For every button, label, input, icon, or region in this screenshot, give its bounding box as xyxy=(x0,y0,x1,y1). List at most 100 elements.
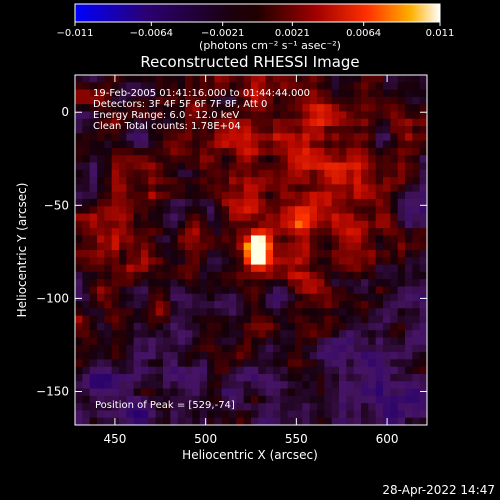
heatmap-cell xyxy=(280,250,289,258)
heatmap-cell xyxy=(309,220,318,229)
heatmap-cell xyxy=(104,352,113,360)
heatmap-cell xyxy=(309,242,318,251)
heatmap-cell xyxy=(207,344,215,353)
heatmap-cell xyxy=(82,293,91,302)
heatmap-cell xyxy=(104,155,113,163)
y-tick-label: −50 xyxy=(44,198,69,212)
heatmap-cell xyxy=(295,155,303,163)
heatmap-cell xyxy=(331,140,340,149)
heatmap-cell xyxy=(133,133,142,142)
heatmap-cell xyxy=(148,359,157,368)
heatmap-cell xyxy=(199,279,208,287)
heatmap-cell xyxy=(251,75,259,83)
heatmap-cell xyxy=(97,213,105,222)
heatmap-cell xyxy=(199,75,208,83)
heatmap-cell xyxy=(148,213,157,222)
heatmap-cell xyxy=(258,104,267,112)
heatmap-cell xyxy=(251,191,259,200)
heatmap-cell xyxy=(75,228,83,236)
heatmap-cell xyxy=(75,213,83,222)
heatmap-cell xyxy=(111,308,120,317)
heatmap-cell xyxy=(346,213,355,222)
heatmap-cell xyxy=(104,198,113,207)
heatmap-cell xyxy=(170,352,179,360)
heatmap-cell xyxy=(273,417,281,426)
heatmap-cell xyxy=(265,330,274,338)
heatmap-cell xyxy=(111,155,120,163)
heatmap-cell xyxy=(199,359,208,368)
heatmap-cell xyxy=(258,198,267,207)
heatmap-cell xyxy=(317,82,325,90)
heatmap-cell xyxy=(295,147,303,156)
heatmap-cell xyxy=(185,118,193,127)
heatmap-cell xyxy=(353,352,362,360)
heatmap-cell xyxy=(133,395,142,404)
heatmap-cell xyxy=(133,366,142,375)
heatmap-cell xyxy=(111,293,120,302)
heatmap-cell xyxy=(339,228,347,236)
heatmap-cell xyxy=(133,293,142,302)
heatmap-cell xyxy=(258,235,267,244)
heatmap-cell xyxy=(331,352,340,360)
heatmap-cell xyxy=(419,257,428,265)
heatmap-cell xyxy=(331,279,340,287)
heatmap-cell xyxy=(419,250,428,258)
heatmap-cell xyxy=(258,75,267,83)
heatmap-cell xyxy=(155,410,164,419)
heatmap-cell xyxy=(170,279,179,287)
heatmap-cell xyxy=(265,410,274,419)
heatmap-cell xyxy=(82,308,91,317)
heatmap-cell xyxy=(361,301,369,309)
heatmap-cell xyxy=(185,96,193,105)
heatmap-cell xyxy=(243,417,252,426)
heatmap-cell xyxy=(199,301,208,309)
heatmap-cell xyxy=(119,293,127,302)
heatmap-cell xyxy=(155,104,164,112)
heatmap-cell xyxy=(207,417,215,426)
heatmap-cell xyxy=(383,177,391,185)
heatmap-cell xyxy=(97,366,105,375)
heatmap-cell xyxy=(192,410,201,419)
heatmap-cell xyxy=(141,359,149,368)
heatmap-cell xyxy=(324,271,333,280)
heatmap-cell xyxy=(236,410,245,419)
heatmap-cell xyxy=(339,89,347,98)
heatmap-cell xyxy=(419,235,428,244)
heatmap-cell xyxy=(258,293,267,302)
heatmap-cell xyxy=(280,388,289,397)
heatmap-cell xyxy=(207,395,215,404)
heatmap-cell xyxy=(243,191,252,200)
heatmap-cell xyxy=(111,213,120,222)
heatmap-cell xyxy=(163,104,171,112)
heatmap-cell xyxy=(126,271,135,280)
heatmap-cell xyxy=(273,279,281,287)
heatmap-cell xyxy=(419,330,428,338)
heatmap-cell xyxy=(317,286,325,295)
heatmap-cell xyxy=(111,330,120,338)
heatmap-cell xyxy=(273,373,281,382)
heatmap-cell xyxy=(177,147,186,156)
heatmap-cell xyxy=(251,89,259,98)
heatmap-cell xyxy=(199,206,208,214)
heatmap-cell xyxy=(170,395,179,404)
heatmap-cell xyxy=(104,264,113,273)
heatmap-cell xyxy=(280,373,289,382)
heatmap-cell xyxy=(375,344,384,353)
heatmap-cell xyxy=(221,140,230,149)
heatmap-cell xyxy=(390,359,399,368)
heatmap-cell xyxy=(317,395,325,404)
heatmap-cell xyxy=(317,352,325,360)
heatmap-cell xyxy=(309,403,318,411)
heatmap-cell xyxy=(126,162,135,171)
heatmap-cell xyxy=(361,177,369,185)
heatmap-cell xyxy=(126,388,135,397)
heatmap-cell xyxy=(75,373,83,382)
heatmap-cell xyxy=(339,264,347,273)
heatmap-cell xyxy=(412,104,421,112)
heatmap-cell xyxy=(192,264,201,273)
heatmap-cell xyxy=(221,410,230,419)
heatmap-cell xyxy=(324,96,333,105)
heatmap-cell xyxy=(251,359,259,368)
heatmap-cell xyxy=(324,293,333,302)
heatmap-cell xyxy=(214,301,223,309)
